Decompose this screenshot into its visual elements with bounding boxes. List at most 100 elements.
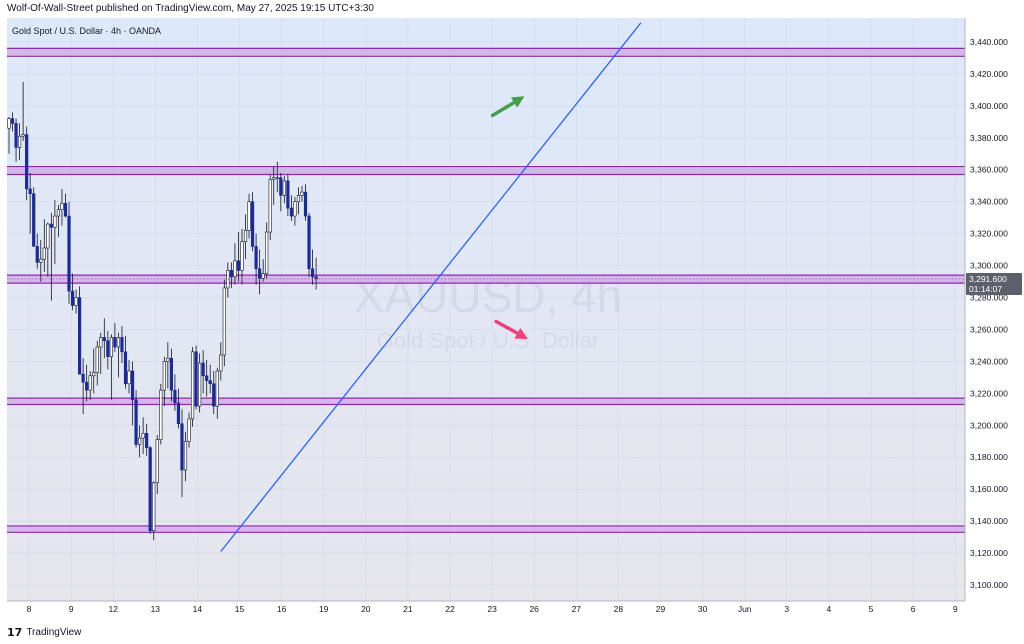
y-tick-label: 3,380.000 xyxy=(970,133,1008,143)
bullish-arrow[interactable] xyxy=(490,100,516,118)
bearish-arrow-head xyxy=(514,327,528,340)
candle-body xyxy=(229,270,233,278)
y-tick-label: 3,180.000 xyxy=(970,452,1008,462)
candle-body xyxy=(67,215,71,292)
y-tick-label: 3,260.000 xyxy=(970,324,1008,334)
x-tick-label: 21 xyxy=(403,604,413,614)
candle-body xyxy=(296,194,301,202)
candle-body xyxy=(56,209,61,217)
bearish-arrow[interactable] xyxy=(494,319,520,335)
x-tick-label: 6 xyxy=(911,604,916,614)
candle-body xyxy=(187,418,191,442)
x-tick-label: 16 xyxy=(277,604,287,614)
y-tick-label: 3,140.000 xyxy=(970,516,1008,526)
candle-body xyxy=(293,201,297,217)
candle-body xyxy=(21,134,25,137)
candle-body xyxy=(261,273,265,279)
x-tick-label: 4 xyxy=(827,604,832,614)
candle-body xyxy=(275,177,279,180)
y-tick-label: 3,400.000 xyxy=(970,101,1008,111)
candle-body xyxy=(155,439,159,484)
candle-body xyxy=(39,258,43,263)
x-tick-label: 3 xyxy=(784,604,789,614)
candle-body xyxy=(116,337,121,348)
chart-legend-title: Gold Spot / U.S. Dollar · 4h · OANDA xyxy=(12,26,161,36)
x-tick-label: 8 xyxy=(27,604,32,614)
candle-body xyxy=(212,383,216,407)
candle-body xyxy=(247,201,251,231)
support-resistance-zone[interactable] xyxy=(7,525,965,533)
candle-body xyxy=(166,357,170,362)
candle-body xyxy=(78,297,82,375)
candle-body xyxy=(205,375,209,381)
candle-body xyxy=(201,362,205,377)
candle-body xyxy=(113,337,117,348)
candle-body xyxy=(10,118,15,124)
support-resistance-zone[interactable] xyxy=(7,398,965,405)
support-resistance-zone[interactable] xyxy=(7,166,965,175)
x-tick-label: 13 xyxy=(151,604,161,614)
candle-body xyxy=(215,370,219,407)
candle-body xyxy=(162,361,166,391)
candle-body xyxy=(190,351,195,420)
watermark-name: Gold Spot / U.S. Dollar xyxy=(377,328,600,353)
candle-body xyxy=(85,381,89,391)
candle-body xyxy=(70,290,75,306)
x-tick-label: 27 xyxy=(572,604,582,614)
candle-body xyxy=(127,370,131,385)
x-tick-label: 12 xyxy=(108,604,118,614)
x-tick-label: 14 xyxy=(193,604,203,614)
candle-body xyxy=(236,260,241,271)
candle-body xyxy=(25,134,29,190)
y-tick-label: 3,440.000 xyxy=(970,37,1008,47)
candle-body xyxy=(219,354,223,372)
ascending-trendline[interactable] xyxy=(220,22,642,552)
candle-body xyxy=(138,437,142,445)
candle-body xyxy=(46,223,50,249)
candle-body xyxy=(88,375,92,391)
x-tick-label: 5 xyxy=(869,604,874,614)
candle-body xyxy=(92,372,96,377)
candle-body xyxy=(265,231,269,274)
support-resistance-zone[interactable] xyxy=(7,48,965,57)
y-tick-label: 3,340.000 xyxy=(970,197,1008,207)
candle-body xyxy=(109,337,113,357)
candle-body xyxy=(243,230,248,242)
x-tick-label: 29 xyxy=(656,604,666,614)
candle-body xyxy=(32,193,36,247)
plot-background xyxy=(7,18,965,601)
support-resistance-zone[interactable] xyxy=(7,275,965,284)
candle-body xyxy=(14,123,18,148)
candle-body xyxy=(60,202,64,210)
y-tick-label: 3,280.000 xyxy=(970,293,1008,303)
candle-body xyxy=(208,380,212,385)
candle-body xyxy=(141,432,145,439)
candle-body xyxy=(7,118,11,129)
candle-body xyxy=(169,357,173,391)
candle-body xyxy=(49,223,53,228)
y-tick-label: 3,320.000 xyxy=(970,229,1008,239)
x-tick-label: 15 xyxy=(235,604,245,614)
x-tick-label: 30 xyxy=(698,604,708,614)
candle-body xyxy=(250,201,255,247)
candle-body xyxy=(254,246,258,270)
candle-body xyxy=(102,337,106,341)
candle-body xyxy=(272,177,276,180)
x-tick-label: 9 xyxy=(69,604,74,614)
x-tick-label: 20 xyxy=(361,604,371,614)
candle-body xyxy=(180,423,184,471)
candle-body xyxy=(42,247,46,260)
candle-body xyxy=(233,260,237,278)
candle-body xyxy=(279,177,283,196)
candle-body xyxy=(303,191,308,217)
candle-body xyxy=(194,351,198,407)
candle-body xyxy=(176,402,181,425)
tradingview-logo[interactable]: 17 TradingView xyxy=(7,625,81,639)
candle-body xyxy=(173,389,177,404)
candle-body xyxy=(152,482,156,532)
candle-body xyxy=(120,337,124,353)
candle-body xyxy=(268,179,272,233)
candle-body xyxy=(28,188,32,194)
